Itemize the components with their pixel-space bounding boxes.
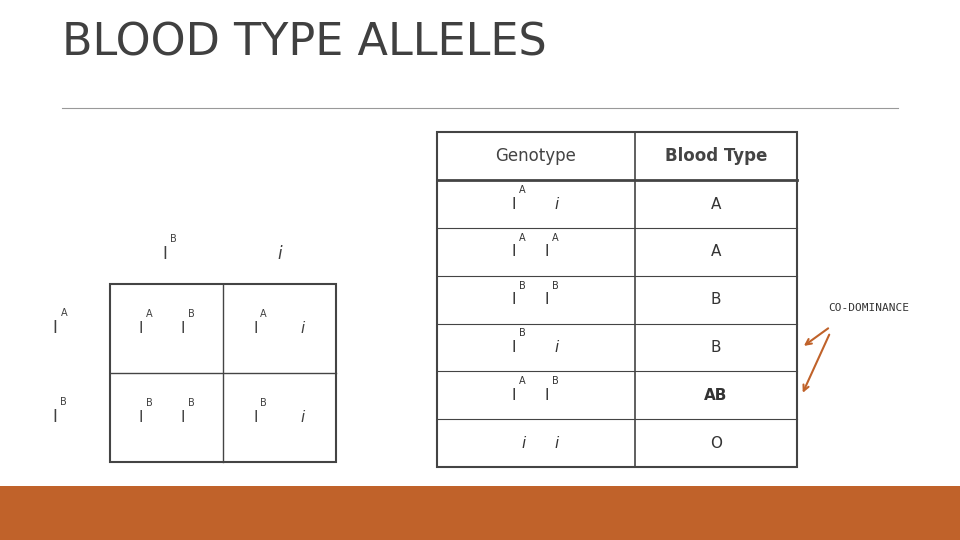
Text: I: I: [511, 340, 516, 355]
Text: B: B: [188, 398, 195, 408]
Text: B: B: [518, 280, 525, 291]
Text: I: I: [138, 321, 143, 335]
Text: i: i: [555, 436, 559, 451]
Text: A: A: [518, 185, 525, 195]
Text: I: I: [180, 410, 185, 424]
Text: A: A: [146, 309, 153, 319]
Text: I: I: [544, 292, 549, 307]
Text: A: A: [518, 233, 525, 242]
Text: i: i: [300, 321, 304, 335]
Text: Genotype: Genotype: [495, 147, 576, 165]
Text: i: i: [300, 410, 304, 424]
Bar: [110, 284, 336, 462]
Text: i: i: [555, 340, 559, 355]
Text: I: I: [511, 292, 516, 307]
Text: BLOOD TYPE ALLELES: BLOOD TYPE ALLELES: [62, 22, 547, 65]
Text: B: B: [552, 280, 559, 291]
Text: O: O: [709, 436, 722, 451]
Text: A: A: [710, 245, 721, 259]
Text: A: A: [60, 308, 67, 319]
Text: B: B: [710, 340, 721, 355]
Text: A: A: [710, 197, 721, 212]
Text: I: I: [53, 319, 58, 337]
Text: I: I: [162, 245, 167, 263]
Text: I: I: [253, 321, 257, 335]
Text: I: I: [53, 408, 58, 426]
Text: Blood Type: Blood Type: [664, 147, 767, 165]
Text: i: i: [555, 197, 559, 212]
Text: i: i: [277, 245, 282, 263]
Text: I: I: [544, 245, 549, 259]
Text: B: B: [60, 397, 67, 407]
Text: B: B: [188, 309, 195, 319]
Text: B: B: [710, 292, 721, 307]
Text: B: B: [260, 398, 267, 408]
Text: AB: AB: [704, 388, 728, 403]
Text: A: A: [552, 233, 559, 242]
Text: I: I: [138, 410, 143, 424]
Text: I: I: [253, 410, 257, 424]
Text: B: B: [552, 376, 559, 386]
Text: i: i: [521, 436, 525, 451]
Text: I: I: [511, 388, 516, 403]
Text: I: I: [511, 245, 516, 259]
Bar: [0, 486, 960, 540]
Text: B: B: [170, 234, 177, 244]
Text: A: A: [260, 309, 267, 319]
Text: B: B: [518, 328, 525, 339]
Text: A: A: [518, 376, 525, 386]
Text: I: I: [544, 388, 549, 403]
Text: I: I: [180, 321, 185, 335]
Text: I: I: [511, 197, 516, 212]
Bar: [437, 132, 797, 467]
Text: B: B: [146, 398, 153, 408]
Text: CO-DOMINANCE: CO-DOMINANCE: [828, 303, 909, 313]
